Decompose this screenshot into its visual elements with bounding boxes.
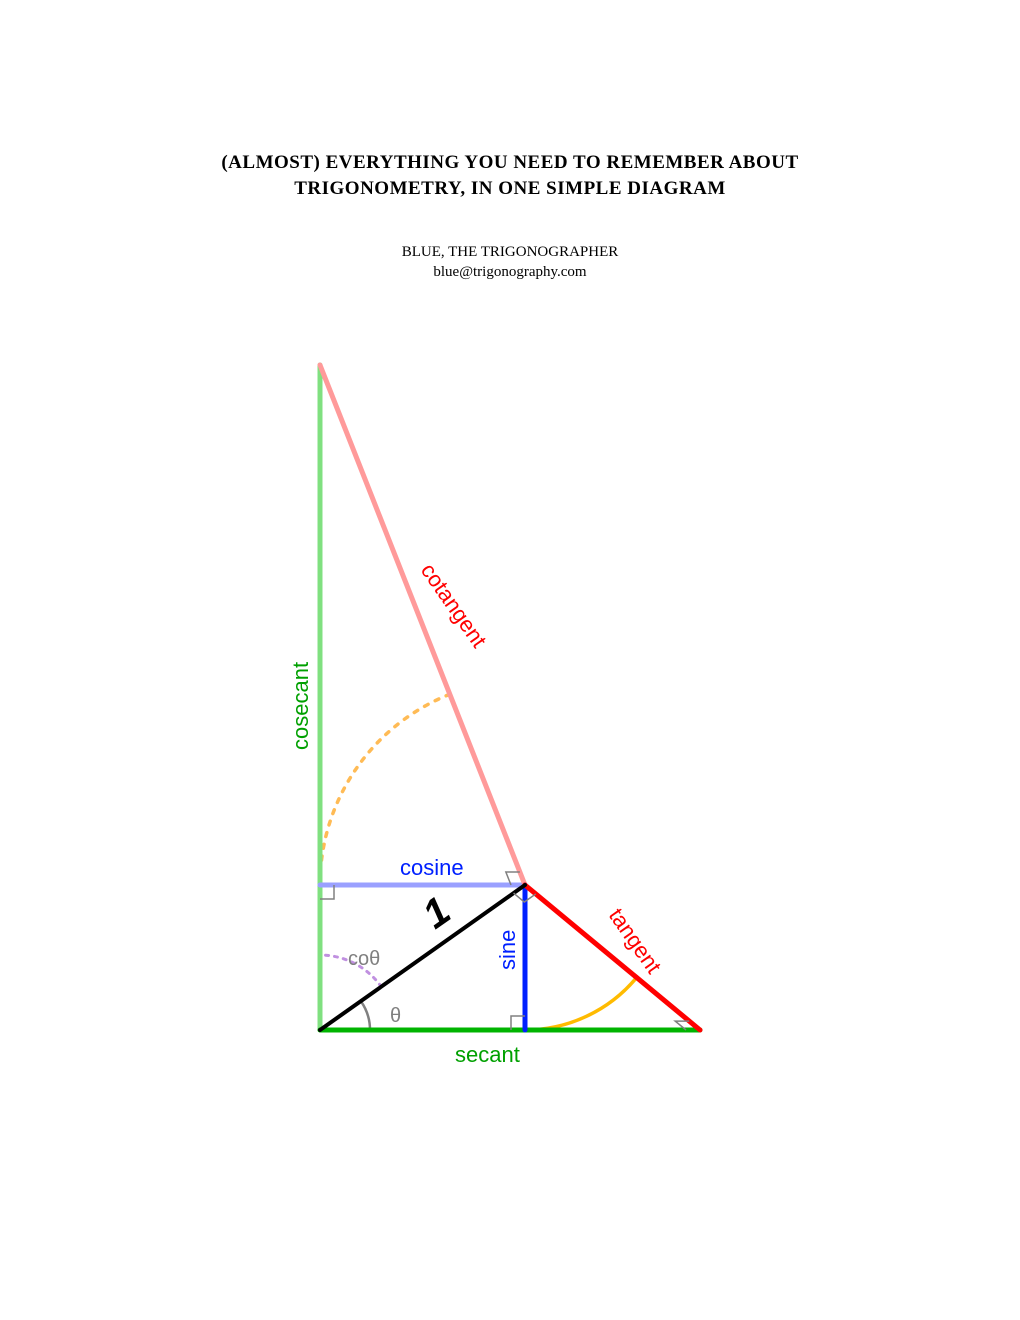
title-line-1: (ALMOST) EVERYTHING YOU NEED TO REMEMBER… [0, 150, 1020, 176]
title-block: (ALMOST) EVERYTHING YOU NEED TO REMEMBER… [0, 150, 1020, 201]
title-line-2: TRIGONOMETRY, IN ONE SIMPLE DIAGRAM [0, 176, 1020, 202]
trig-diagram: θcoθ1sinecosinesecanttangentcotangentcos… [260, 350, 760, 1110]
svg-text:sine: sine [495, 930, 520, 970]
author-name: BLUE, THE TRIGONOGRAPHER [0, 242, 1020, 262]
author-email: blue@trigonography.com [0, 262, 1020, 282]
trig-svg: θcoθ1sinecosinesecanttangentcotangentcos… [260, 350, 760, 1110]
svg-text:1: 1 [415, 889, 458, 938]
svg-text:secant: secant [455, 1042, 520, 1067]
svg-text:cosecant: cosecant [288, 662, 313, 750]
svg-text:coθ: coθ [348, 948, 380, 970]
page: (ALMOST) EVERYTHING YOU NEED TO REMEMBER… [0, 0, 1020, 1320]
author-block: BLUE, THE TRIGONOGRAPHER blue@trigonogra… [0, 242, 1020, 283]
svg-text:cosine: cosine [400, 855, 464, 880]
svg-text:tangent: tangent [604, 904, 667, 978]
svg-text:θ: θ [390, 1005, 401, 1027]
